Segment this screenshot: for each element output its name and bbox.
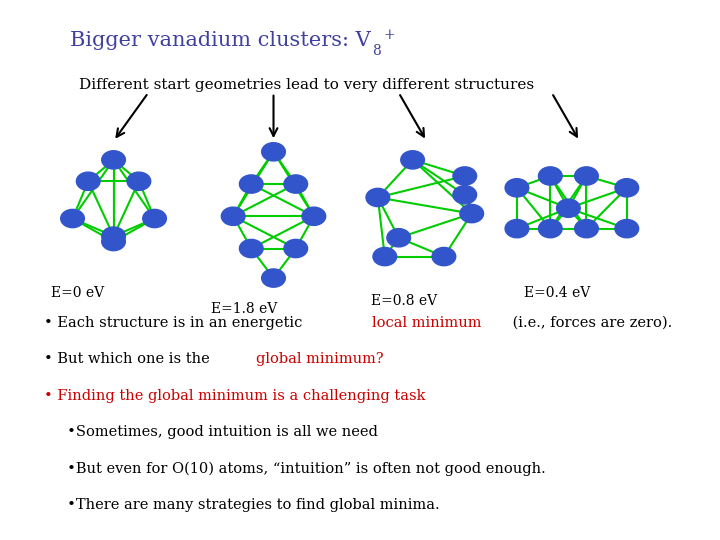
Circle shape (102, 227, 125, 245)
Text: (i.e., forces are zero).: (i.e., forces are zero). (508, 316, 672, 329)
Text: •But even for O(10) atoms, “intuition” is often not good enough.: •But even for O(10) atoms, “intuition” i… (44, 462, 546, 476)
Circle shape (60, 210, 84, 228)
Circle shape (557, 199, 580, 218)
Circle shape (453, 186, 477, 204)
Text: •There are many strategies to find global minima.: •There are many strategies to find globa… (44, 498, 440, 512)
Circle shape (261, 269, 285, 287)
Circle shape (373, 247, 397, 266)
Circle shape (143, 210, 166, 228)
Text: Different start geometries lead to very different structures: Different start geometries lead to very … (78, 78, 534, 92)
Circle shape (102, 151, 125, 169)
Circle shape (127, 172, 150, 191)
Text: •Sometimes, good intuition is all we need: •Sometimes, good intuition is all we nee… (44, 426, 378, 439)
Text: E=1.8 eV: E=1.8 eV (211, 302, 277, 316)
Text: 8: 8 (372, 44, 381, 58)
Text: global minimum?: global minimum? (256, 352, 384, 366)
Circle shape (401, 151, 424, 169)
Text: E=0.4 eV: E=0.4 eV (524, 286, 590, 300)
Text: Bigger vanadium clusters: V: Bigger vanadium clusters: V (70, 31, 371, 50)
Circle shape (387, 228, 410, 247)
Circle shape (221, 207, 245, 225)
Text: • Each structure is in an energetic: • Each structure is in an energetic (44, 316, 307, 329)
Circle shape (432, 247, 456, 266)
Circle shape (102, 232, 125, 251)
Circle shape (615, 179, 639, 197)
Circle shape (539, 219, 562, 238)
Circle shape (366, 188, 390, 207)
Circle shape (240, 239, 263, 258)
Text: • Finding the global minimum is a challenging task: • Finding the global minimum is a challe… (44, 389, 426, 403)
Circle shape (240, 175, 263, 193)
Circle shape (575, 219, 598, 238)
Circle shape (284, 175, 307, 193)
Circle shape (453, 167, 477, 185)
Text: E=0.8 eV: E=0.8 eV (371, 294, 437, 308)
Circle shape (505, 219, 528, 238)
Circle shape (575, 167, 598, 185)
Circle shape (302, 207, 325, 225)
Text: E=0 eV: E=0 eV (51, 286, 104, 300)
Text: local minimum: local minimum (372, 316, 481, 329)
Circle shape (76, 172, 100, 191)
Circle shape (539, 167, 562, 185)
Circle shape (505, 179, 528, 197)
Text: • But which one is the: • But which one is the (44, 352, 215, 366)
Circle shape (615, 219, 639, 238)
Circle shape (284, 239, 307, 258)
Circle shape (460, 205, 484, 222)
Circle shape (261, 143, 285, 161)
Text: +: + (383, 28, 395, 42)
